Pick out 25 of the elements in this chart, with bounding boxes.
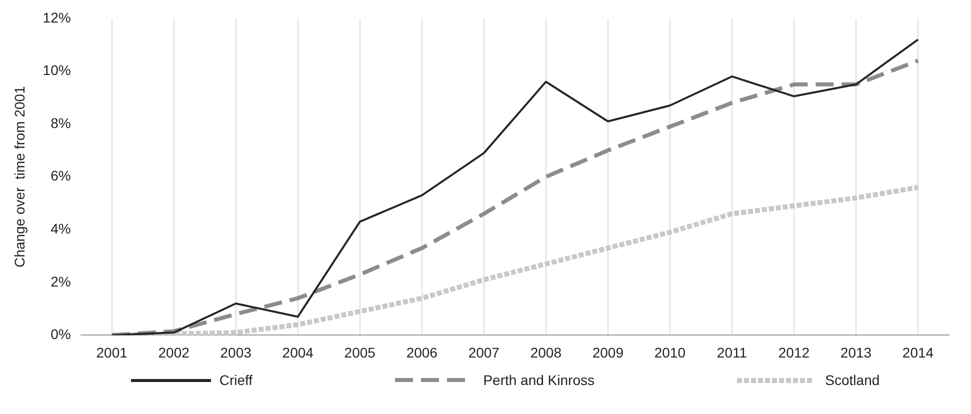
- x-tick-label: 2011: [716, 344, 748, 360]
- x-tick-label: 2002: [158, 344, 190, 360]
- legend-label: Perth and Kinross: [483, 372, 594, 388]
- legend-label: Crieff: [219, 372, 253, 388]
- x-tick-label: 2006: [406, 344, 438, 360]
- x-tick-label: 2009: [592, 344, 624, 360]
- y-tick-label: 8%: [50, 114, 71, 131]
- x-tick-label: 2008: [530, 344, 562, 360]
- y-tick-label: 4%: [50, 220, 71, 236]
- y-tick-label: 0%: [50, 326, 71, 342]
- x-tick-label: 2014: [902, 344, 934, 360]
- x-tick-label: 2012: [778, 344, 810, 360]
- y-tick-label: 2%: [50, 273, 71, 290]
- legend-label: Scotland: [825, 372, 880, 388]
- x-tick-label: 2003: [220, 344, 252, 360]
- x-tick-label: 2007: [468, 344, 500, 360]
- y-tick-label: 12%: [42, 9, 71, 26]
- y-tick-label: 6%: [50, 168, 71, 184]
- y-axis-title: Change over time from 2001: [11, 86, 28, 268]
- x-tick-label: 2005: [344, 344, 376, 360]
- x-tick-label: 2013: [840, 344, 872, 360]
- x-tick-label: 2004: [282, 344, 314, 360]
- y-tick-label: 10%: [42, 62, 71, 78]
- x-tick-label: 2001: [96, 344, 128, 360]
- x-tick-label: 2010: [654, 344, 686, 360]
